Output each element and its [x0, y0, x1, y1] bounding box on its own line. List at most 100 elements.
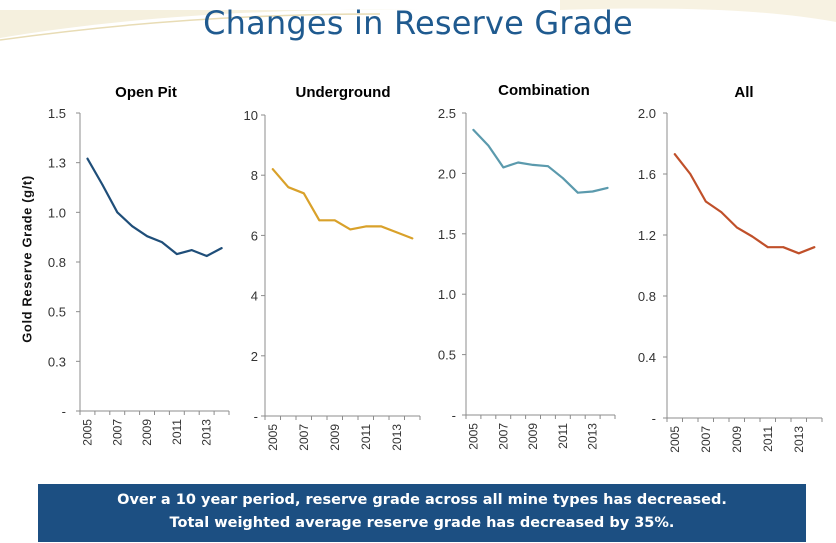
x-tick-label: 2011: [170, 419, 184, 445]
x-tick-label: 2007: [496, 423, 510, 450]
x-tick-label: 2009: [730, 426, 744, 453]
x-tick-label: 2005: [466, 423, 480, 450]
chart-open-pit: - 0.3 0.5 0.8 1.0 1.3 1.5 2005 2007 2009 2011 2013: [48, 106, 230, 446]
data-point: [146, 235, 149, 238]
summary-line-1: Over a 10 year period, reserve grade acr…: [117, 492, 727, 508]
y-tick-label: 4: [251, 289, 258, 304]
data-point: [318, 219, 321, 222]
data-point: [205, 255, 208, 257]
y-tick-label: 0.8: [638, 289, 656, 304]
data-point: [411, 237, 414, 240]
y-tick-label: 0.5: [438, 348, 456, 363]
y-tick-label: 1.0: [438, 287, 456, 302]
data-point: [547, 165, 549, 168]
y-tick-label: -: [62, 404, 66, 419]
data-point: [797, 252, 800, 255]
series-line-combination: [472, 128, 609, 194]
data-point: [735, 226, 738, 229]
x-tick-label: 2007: [297, 424, 311, 451]
data-point: [673, 153, 676, 156]
series-line-open-pit: [86, 157, 223, 258]
chart-title-combination: Combination: [498, 82, 590, 99]
data-point: [532, 164, 534, 166]
x-tick-label: 2013: [200, 419, 214, 446]
data-point: [502, 166, 505, 169]
data-point: [131, 225, 134, 228]
chart-all: - 0.4 0.8 1.2 1.6 2.0 2005 2007 2009 2011 2013: [638, 106, 823, 453]
summary-line-2: Total weighted average reserve grade has…: [169, 515, 675, 531]
data-point: [720, 211, 723, 214]
data-point: [487, 144, 490, 147]
chart-title-underground: Underground: [295, 84, 391, 101]
x-tick-label: 2011: [359, 424, 373, 450]
data-point: [517, 161, 519, 164]
x-tick-label: 2005: [80, 419, 94, 446]
series-line-underground: [271, 168, 414, 240]
data-point: [766, 246, 769, 249]
x-tick-label: 2011: [761, 426, 775, 452]
y-tick-label: 2.5: [438, 106, 456, 121]
data-point: [813, 246, 816, 249]
data-point: [751, 235, 754, 238]
data-point: [116, 211, 119, 214]
data-point: [349, 228, 352, 231]
y-tick-label: -: [452, 408, 456, 423]
y-tick-label: 1.5: [48, 106, 66, 121]
data-point: [161, 241, 163, 244]
y-tick-label: 1.6: [638, 167, 656, 182]
x-tick-label: 2005: [668, 426, 682, 453]
x-tick-label: 2013: [792, 426, 806, 453]
data-point: [302, 192, 305, 195]
x-tick-label: 2007: [110, 419, 124, 446]
background-swoosh: [0, 0, 836, 41]
y-tick-label: 2.0: [638, 106, 656, 121]
data-point: [176, 253, 178, 256]
data-point: [689, 173, 692, 175]
data-point: [576, 191, 579, 194]
data-point: [220, 247, 223, 250]
y-tick-label: 8: [251, 168, 258, 183]
x-tick-label: 2007: [699, 426, 713, 453]
data-point: [364, 225, 367, 228]
chart-combination: - 0.5 1.0 1.5 2.0 2.5 2005 2007 2009 2011 2013: [438, 106, 616, 450]
data-point: [380, 225, 383, 228]
y-tick-label: 0.8: [48, 255, 66, 270]
y-tick-label: -: [254, 409, 258, 424]
x-tick-label: 2013: [390, 424, 404, 451]
data-point: [606, 187, 609, 189]
data-point: [472, 129, 475, 131]
x-tick-label: 2009: [140, 419, 154, 446]
data-point: [591, 190, 594, 193]
y-tick-label: 1.3: [48, 156, 66, 171]
y-tick-label: 1.5: [438, 227, 456, 242]
summary-banner: Over a 10 year period, reserve grade acr…: [38, 484, 806, 542]
y-tick-label: 6: [251, 228, 258, 243]
y-tick-label: 2: [251, 349, 258, 364]
y-tick-label: 2.0: [438, 166, 456, 181]
chart-underground: - 2 4 6 8 10 2005 2007 2009 2011 2013: [244, 108, 421, 451]
y-tick-label: -: [652, 411, 656, 426]
x-tick-label: 2005: [266, 424, 280, 451]
data-point: [271, 168, 274, 171]
data-point: [101, 183, 104, 186]
chart-title-open-pit: Open Pit: [115, 84, 177, 101]
y-tick-label: 10: [244, 108, 258, 123]
chart-title-all: All: [734, 84, 754, 101]
y-tick-label: 1.0: [48, 205, 66, 220]
data-point: [86, 157, 89, 160]
data-point: [287, 186, 290, 189]
y-tick-label: 0.5: [48, 305, 66, 320]
x-tick-label: 2013: [586, 423, 600, 450]
y-tick-label: 0.3: [48, 354, 66, 369]
x-tick-label: 2011: [556, 423, 570, 449]
data-point: [562, 177, 564, 180]
data-point: [704, 200, 707, 203]
data-point: [190, 249, 193, 252]
series-line-all: [673, 153, 816, 255]
data-point: [333, 219, 336, 222]
data-point: [782, 246, 785, 249]
x-tick-label: 2009: [526, 423, 540, 450]
x-tick-label: 2009: [328, 424, 342, 451]
data-point: [395, 231, 398, 234]
